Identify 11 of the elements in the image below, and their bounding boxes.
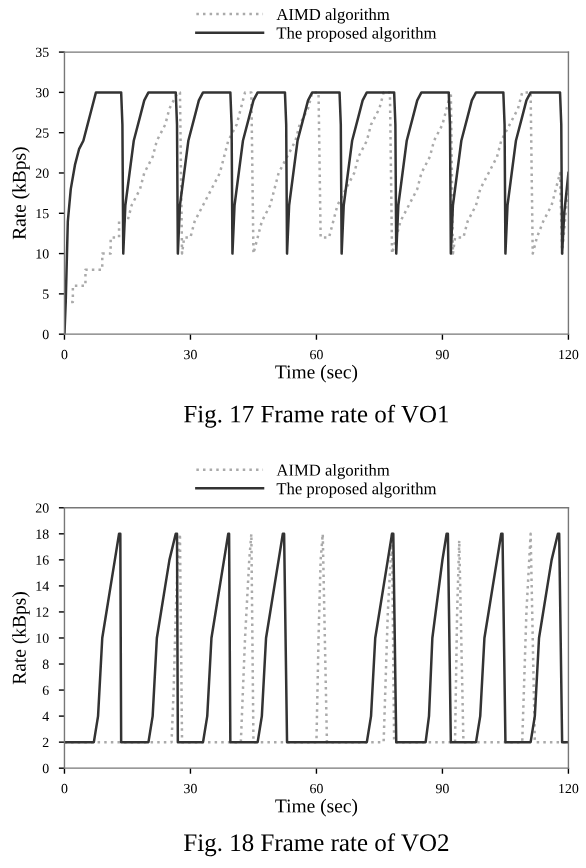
legend-label: AIMD algorithm <box>276 464 390 480</box>
caption: Fig. 18 Frame rate of VO2 <box>184 833 449 857</box>
x-axis-title: Time (sec) <box>275 364 358 383</box>
caption: Fig. 17 Frame rate of VO1 <box>184 404 449 428</box>
line-series <box>64 532 569 744</box>
y-axis-title: Rate (kBps) <box>12 147 30 240</box>
x-axis-title: Time (sec) <box>275 798 358 817</box>
legend-label: The proposed algorithm <box>276 482 437 498</box>
legend-label: The proposed algorithm <box>276 26 437 43</box>
y-axis-title: Rate (kBps) <box>12 592 30 685</box>
legend-label: AIMD algorithm <box>276 8 390 24</box>
